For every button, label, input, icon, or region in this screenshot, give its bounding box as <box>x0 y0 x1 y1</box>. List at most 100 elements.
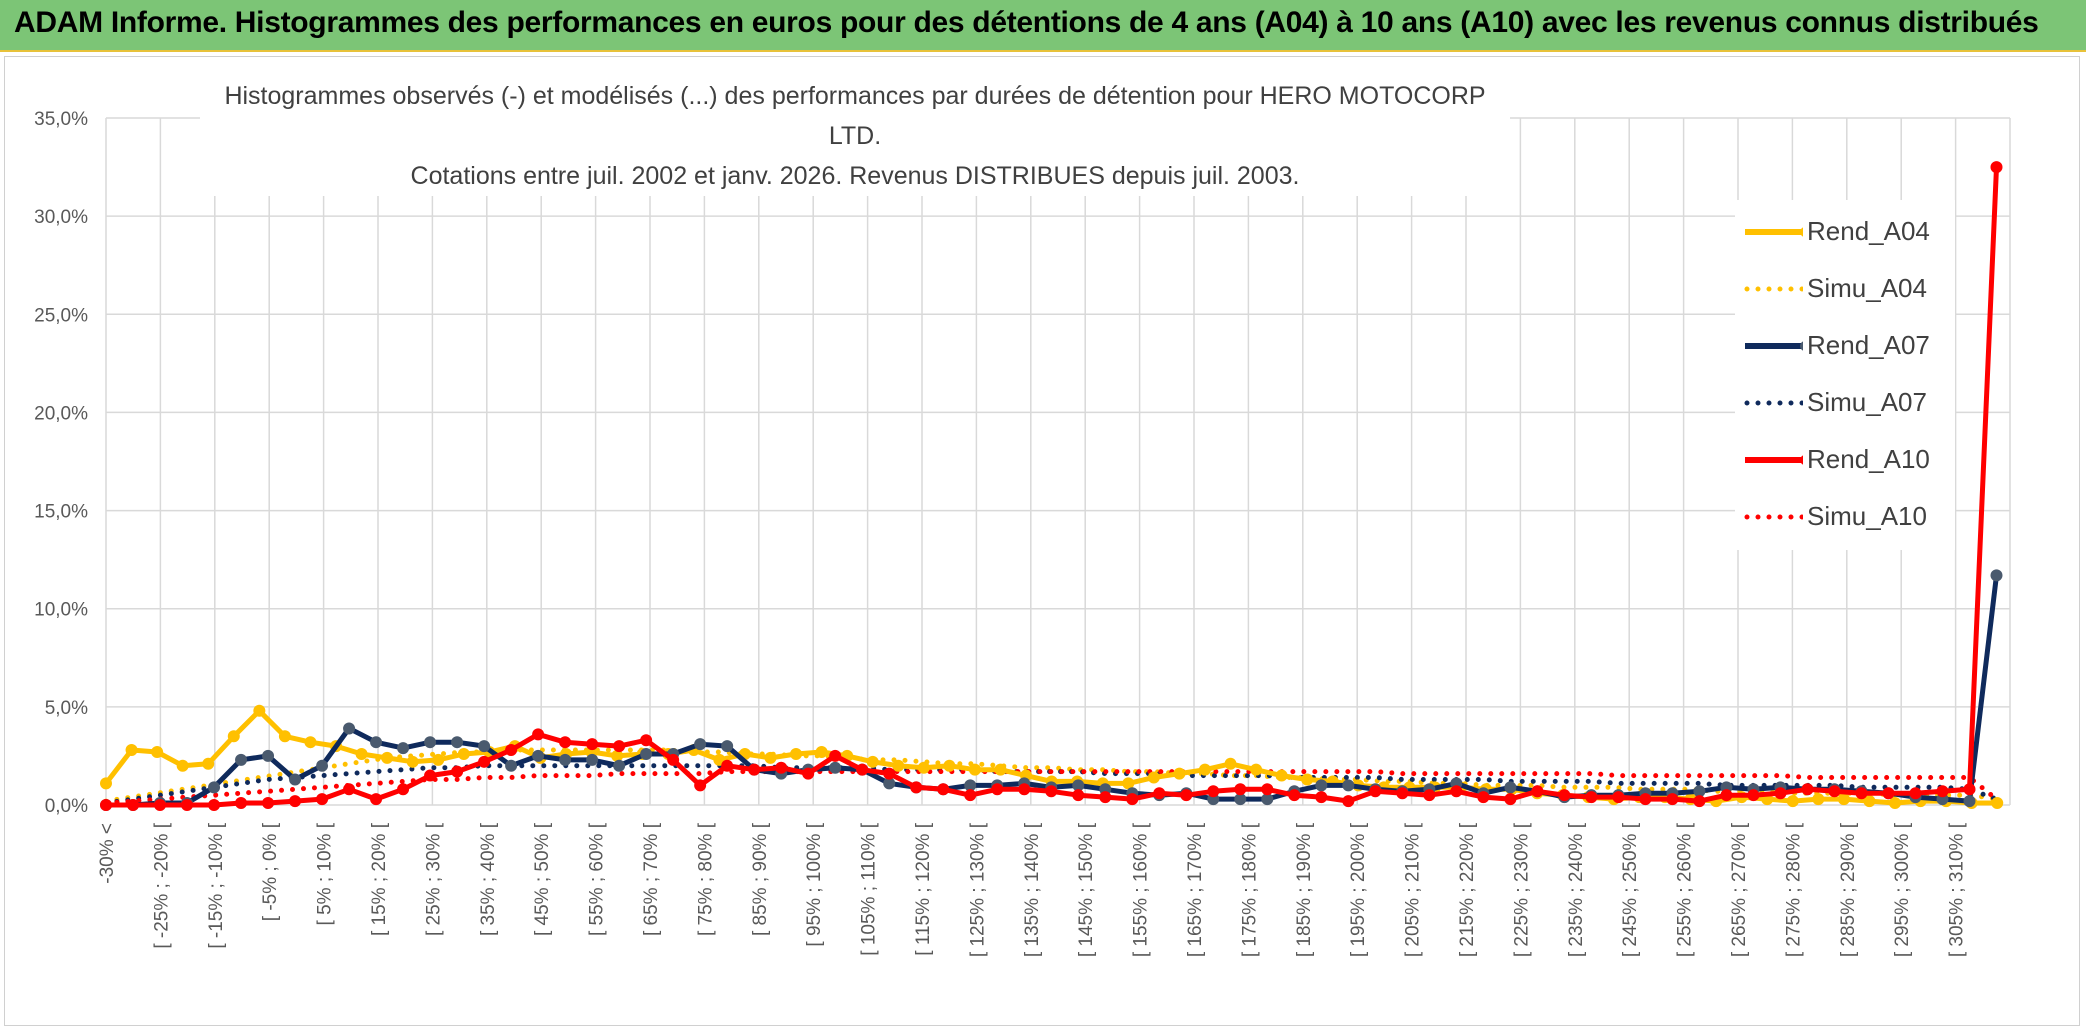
data-point <box>432 753 445 766</box>
data-point <box>1801 783 1814 796</box>
data-point <box>1990 569 2003 582</box>
y-tick-label: 35,0% <box>34 109 88 130</box>
x-tick-label: [ 135% ; 140% [ <box>1022 822 1043 957</box>
x-tick-label: [ 255% ; 260% [ <box>1675 822 1696 957</box>
data-point <box>343 783 356 796</box>
data-point <box>1315 791 1328 804</box>
data-point <box>1612 791 1625 804</box>
data-point <box>1504 781 1517 794</box>
x-tick-label: [ -5% ; 0% [ <box>260 822 281 921</box>
series-simu-a10 <box>103 769 1999 806</box>
x-tick-label: -30% < <box>97 823 118 884</box>
y-tick-label: 5,0% <box>45 698 88 719</box>
data-point <box>1990 161 2003 174</box>
chart-title-line-2: Cotations entre juil. 2002 et janv. 2026… <box>410 162 1300 190</box>
series-rend-a07 <box>100 569 2003 811</box>
data-point <box>1018 783 1031 796</box>
y-axis-tick-labels: 0,0% 5,0% 10,0% 15,0% 20,0% 25,0% 30,0% 35,0% <box>34 109 88 817</box>
data-point <box>1585 791 1598 804</box>
data-point <box>613 740 626 753</box>
data-point <box>478 755 491 768</box>
data-point <box>1301 773 1314 786</box>
x-tick-label: [ 85% ; 90% [ <box>750 822 771 936</box>
legend-swatch <box>1744 514 1803 520</box>
data-point <box>176 759 189 772</box>
data-point <box>1963 795 1976 808</box>
data-point <box>1774 787 1787 800</box>
data-point <box>451 765 464 778</box>
x-tick-label: [ 165% ; 170% [ <box>1185 822 1206 957</box>
data-point <box>640 747 653 760</box>
data-point <box>586 738 599 751</box>
x-tick-label: [ 45% ; 50% [ <box>532 822 553 936</box>
legend-item-simu-a10: Simu_A10 <box>1735 495 1955 535</box>
x-tick-label: [ 305% ; 310% [ <box>1947 822 1968 957</box>
x-tick-label: [ 35% ; 40% [ <box>478 822 499 936</box>
data-point <box>611 749 624 762</box>
legend-label: Rend_A07 <box>1807 330 1930 360</box>
data-point <box>764 751 777 764</box>
series-line <box>103 164 1999 808</box>
data-point <box>1828 785 1841 798</box>
x-tick-label: [ 115% ; 120% [ <box>913 822 934 955</box>
x-tick-label: [ 125% ; 130% [ <box>967 822 988 957</box>
data-point <box>1936 785 1949 798</box>
data-point <box>721 740 734 753</box>
x-tick-label: [ 185% ; 190% [ <box>1294 822 1315 957</box>
data-point <box>1180 789 1193 802</box>
data-point <box>694 779 707 792</box>
chart-frame <box>4 56 2080 1026</box>
data-point <box>1531 785 1544 798</box>
x-tick-label: [ 65% ; 70% [ <box>641 822 662 936</box>
data-point <box>790 747 803 760</box>
data-point <box>1396 787 1409 800</box>
data-point <box>532 728 545 741</box>
data-point <box>289 773 302 786</box>
data-point <box>883 767 896 780</box>
legend-item-simu-a07: Simu_A07 <box>1735 381 1955 421</box>
data-point <box>154 799 167 811</box>
data-point <box>304 736 317 749</box>
legend-swatch <box>1744 400 1803 406</box>
data-point <box>227 730 240 743</box>
data-point <box>937 783 950 796</box>
data-point <box>866 755 879 768</box>
data-point <box>235 753 248 766</box>
data-point <box>370 793 383 806</box>
chart-title: Histogrammes observés (-) et modélisés (… <box>200 76 1510 196</box>
data-point <box>1888 797 1901 810</box>
data-point <box>1909 787 1922 800</box>
data-point <box>505 744 518 757</box>
data-point <box>397 742 410 755</box>
data-point <box>1234 783 1247 796</box>
x-tick-label: [ 245% ; 250% [ <box>1620 822 1641 957</box>
y-tick-label: 0,0% <box>45 796 88 817</box>
data-point <box>1369 785 1382 798</box>
data-point <box>208 799 221 811</box>
report-title: ADAM Informe. Histogrammes des performan… <box>14 6 2039 39</box>
data-point <box>1991 797 2004 810</box>
data-point <box>586 753 599 766</box>
series-line <box>103 769 1999 806</box>
data-point <box>316 793 329 806</box>
legend-item-rend-a07: Rend_A07 <box>1735 324 1955 364</box>
data-point <box>613 759 626 772</box>
x-tick-label: [ 25% ; 30% [ <box>423 822 444 936</box>
x-tick-label: [ 155% ; 160% [ <box>1131 822 1152 957</box>
data-point <box>397 783 410 796</box>
x-tick-label: [ 215% ; 220% [ <box>1457 822 1478 957</box>
data-point <box>964 789 977 802</box>
data-point <box>1315 779 1328 792</box>
legend-swatch <box>1745 227 1803 237</box>
data-point <box>1812 793 1825 806</box>
chart-title-line-1: Histogrammes observés (-) et modélisés (… <box>224 82 1486 150</box>
x-tick-label: [ 15% ; 20% [ <box>369 822 390 936</box>
x-tick-label: [ 105% ; 110% [ <box>859 822 880 955</box>
data-point <box>406 755 419 768</box>
data-point <box>910 781 923 794</box>
data-point <box>1693 795 1706 808</box>
data-point <box>424 736 437 749</box>
data-point <box>775 761 788 774</box>
legend-label: Simu_A07 <box>1807 387 1927 417</box>
